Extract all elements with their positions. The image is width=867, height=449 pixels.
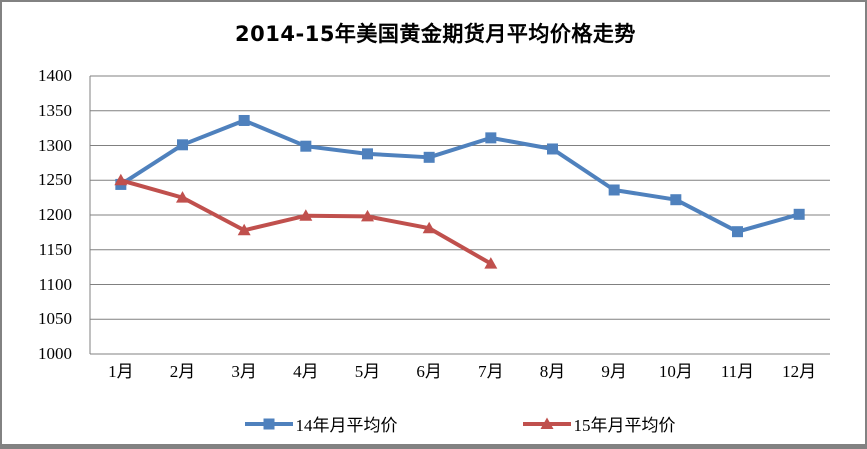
x-tick-label: 3月 [231, 362, 257, 381]
red-line-triangle-marker-icon [522, 417, 571, 429]
y-tick-label: 1300 [38, 135, 72, 155]
series-15年月平均价 [114, 173, 498, 269]
x-tick-label: 1月 [108, 362, 134, 381]
x-tick-label: 2月 [169, 362, 196, 381]
x-tick-label: 8月 [539, 362, 566, 381]
x-tick-label: 5月 [354, 362, 381, 381]
x-tick-label: 9月 [601, 362, 627, 381]
x-tick-label: 4月 [293, 362, 319, 381]
blue-line-square-marker-icon [244, 418, 293, 429]
y-tick-label: 1150 [38, 239, 72, 259]
x-tick-label: 6月 [416, 362, 442, 381]
chart-title: 2014-15年美国黄金期货月平均价格走势 [235, 22, 636, 46]
y-tick-label: 1200 [38, 205, 72, 224]
y-tick-label: 1400 [38, 66, 72, 85]
y-tick-label: 1350 [38, 100, 72, 120]
legend-item-2015: 15年月平均价 [522, 411, 676, 436]
legend-label-2015: 15年月平均价 [573, 416, 676, 435]
legend: 14年月平均价 15年月平均价 [90, 411, 830, 436]
y-tick-label: 1050 [38, 309, 72, 329]
x-tick-label: 11月 [720, 362, 755, 381]
x-tick-label: 10月 [658, 362, 693, 381]
legend-label-2014: 14年月平均价 [295, 416, 398, 435]
y-tick-label: 1000 [38, 344, 72, 363]
x-tick-label: 7月 [478, 362, 504, 381]
series-14年月平均价 [115, 114, 805, 238]
gridlines [90, 75, 830, 355]
y-tick-label: 1250 [38, 170, 72, 190]
legend-item-2014: 14年月平均价 [244, 411, 398, 436]
y-tick-label: 1100 [38, 274, 72, 294]
x-tick-label: 12月 [782, 362, 817, 381]
